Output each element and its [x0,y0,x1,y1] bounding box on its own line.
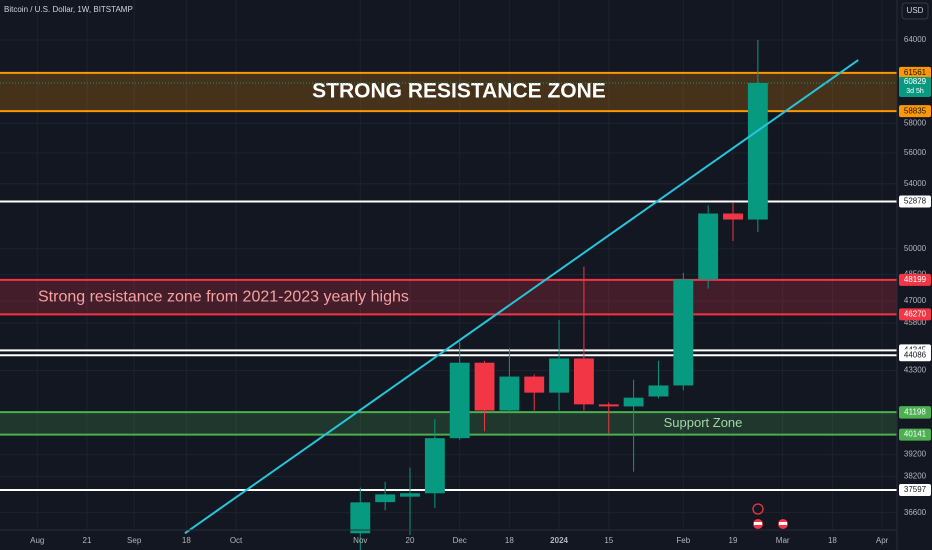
candle-body [499,376,520,411]
candle-body [549,358,570,393]
zone [0,279,897,315]
candle-body [400,493,420,497]
x-tick-label: Nov [353,536,367,545]
candle-body [598,404,619,407]
y-tick-label: 54000 [904,179,927,188]
x-tick-label: 21 [83,536,92,545]
y-tick-label: 45800 [904,318,927,327]
current-price: 60829 [904,77,927,86]
x-tick-label: 20 [406,536,415,545]
countdown: 3d 5h [906,88,924,95]
level-label: 44086 [904,350,927,359]
level-label-box [899,349,931,362]
y-tick-label: 50000 [904,244,927,253]
x-tick-label: 18 [505,536,514,545]
x-tick-label: 18 [182,536,191,545]
x-tick-label: 19 [729,536,738,545]
candle-body [573,358,594,405]
currency[interactable]: USD [907,6,924,15]
level-label: 41198 [904,408,926,417]
level-label-box [899,66,931,79]
candle-body [723,213,743,220]
level-label-box [899,428,931,441]
level-label-box [899,483,931,496]
level-label: 58835 [904,106,927,115]
y-tick-label: 47000 [904,296,927,305]
level-label: 61561 [904,68,927,77]
candle-body [350,502,371,534]
candle-body [747,82,768,220]
x-tick-label: 2024 [550,536,568,545]
y-tick-label: 64000 [904,35,927,44]
candles [350,40,768,550]
level-label-box [899,308,931,321]
x-tick-label: Apr [876,536,889,545]
grid [0,0,897,530]
level-label-box [899,273,931,286]
zone [0,412,897,435]
y-tick-label: 38200 [904,472,927,481]
candle-body [375,494,396,503]
zone [0,72,897,112]
candle-body [424,438,445,494]
zone-label: Strong resistance zone from 2021-2023 ye… [38,288,409,305]
x-tick-label: Dec [453,536,467,545]
event-icons [752,503,788,529]
candle-body [524,376,545,393]
currency-box[interactable] [901,2,929,20]
level-label: 48199 [904,275,927,284]
zone-label: STRONG RESISTANCE ZONE [312,80,606,103]
current-price-box [899,76,931,97]
candle-body [449,362,470,439]
candle-body [648,385,669,397]
x-tick-label: Aug [30,536,44,545]
candle-body [474,362,495,411]
trend-line [184,59,859,535]
x-tick-label: Mar [776,536,790,545]
level-label: 52878 [904,197,927,206]
level-label-box [899,105,931,118]
overlay: STRONG RESISTANCE ZONE Strong resistance … [0,59,897,535]
y-tick-label: 43300 [904,366,927,375]
y-tick-label: 56000 [904,148,927,157]
x-tick-label: 15 [604,536,613,545]
x-tick-label: 18 [828,536,837,545]
zone-label: Support Zone [664,415,743,430]
chart-title: Bitcoin / U.S. Dollar, 1W, BITSTAMP [4,5,133,14]
y-tick-label: 36600 [904,508,927,517]
y-tick-label: 58000 [904,118,927,127]
price-axis: 6400058000560005400050000485004700045800… [30,35,931,545]
level-label: 37597 [904,485,927,494]
x-tick-label: Feb [676,536,690,545]
y-tick-label: 39200 [904,450,927,459]
level-label: 40141 [904,430,927,439]
candle-body [673,279,694,386]
x-tick-label: Sep [127,536,142,545]
x-tick-label: Oct [230,536,243,545]
level-label-box [899,195,931,208]
level-label: 46270 [904,309,927,318]
level-label-box [899,406,931,419]
zones [0,71,897,491]
candle-body [698,213,719,280]
candle-body [623,397,644,407]
